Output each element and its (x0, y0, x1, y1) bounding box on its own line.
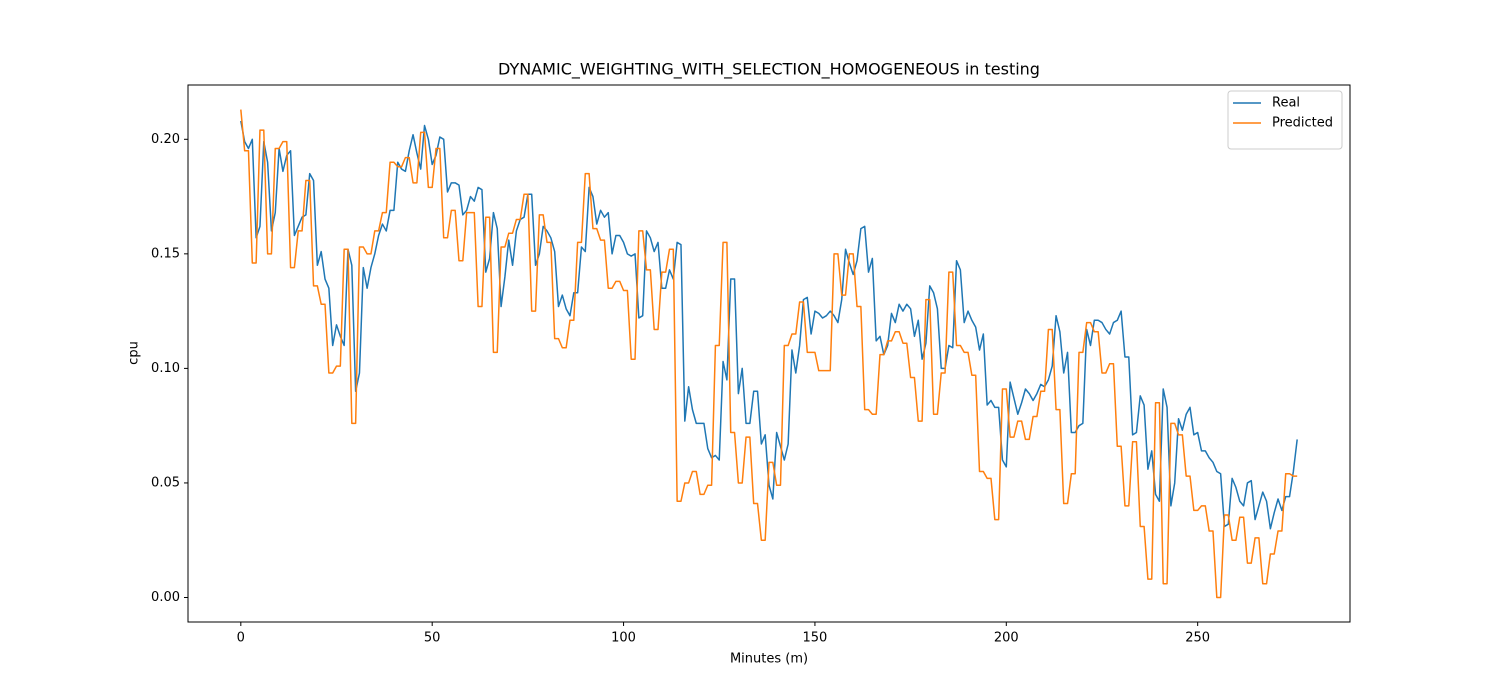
chart-title: DYNAMIC_WEIGHTING_WITH_SELECTION_HOMOGEN… (498, 60, 1040, 80)
y-tick-label: 0.05 (151, 475, 180, 490)
x-tick-label: 0 (237, 631, 245, 646)
y-tick-label: 0.10 (151, 361, 180, 376)
legend-label: Real (1272, 96, 1300, 111)
x-tick-label: 100 (611, 631, 636, 646)
x-tick-label: 250 (1185, 631, 1210, 646)
y-axis-label: cpu (127, 341, 142, 365)
legend-label: Predicted (1272, 116, 1333, 131)
x-axis-label: Minutes (m) (730, 652, 808, 667)
legend-box (1227, 90, 1343, 150)
y-tick-label: 0.20 (151, 132, 180, 147)
x-tick-label: 150 (803, 631, 828, 646)
y-tick-label: 0.15 (151, 246, 180, 261)
x-tick-label: 200 (994, 631, 1019, 646)
y-tick-label: 0.00 (151, 590, 180, 605)
plot-frame (187, 84, 1351, 623)
x-tick-label: 50 (424, 631, 441, 646)
series-line (240, 120, 1298, 530)
series-line (240, 109, 1298, 599)
